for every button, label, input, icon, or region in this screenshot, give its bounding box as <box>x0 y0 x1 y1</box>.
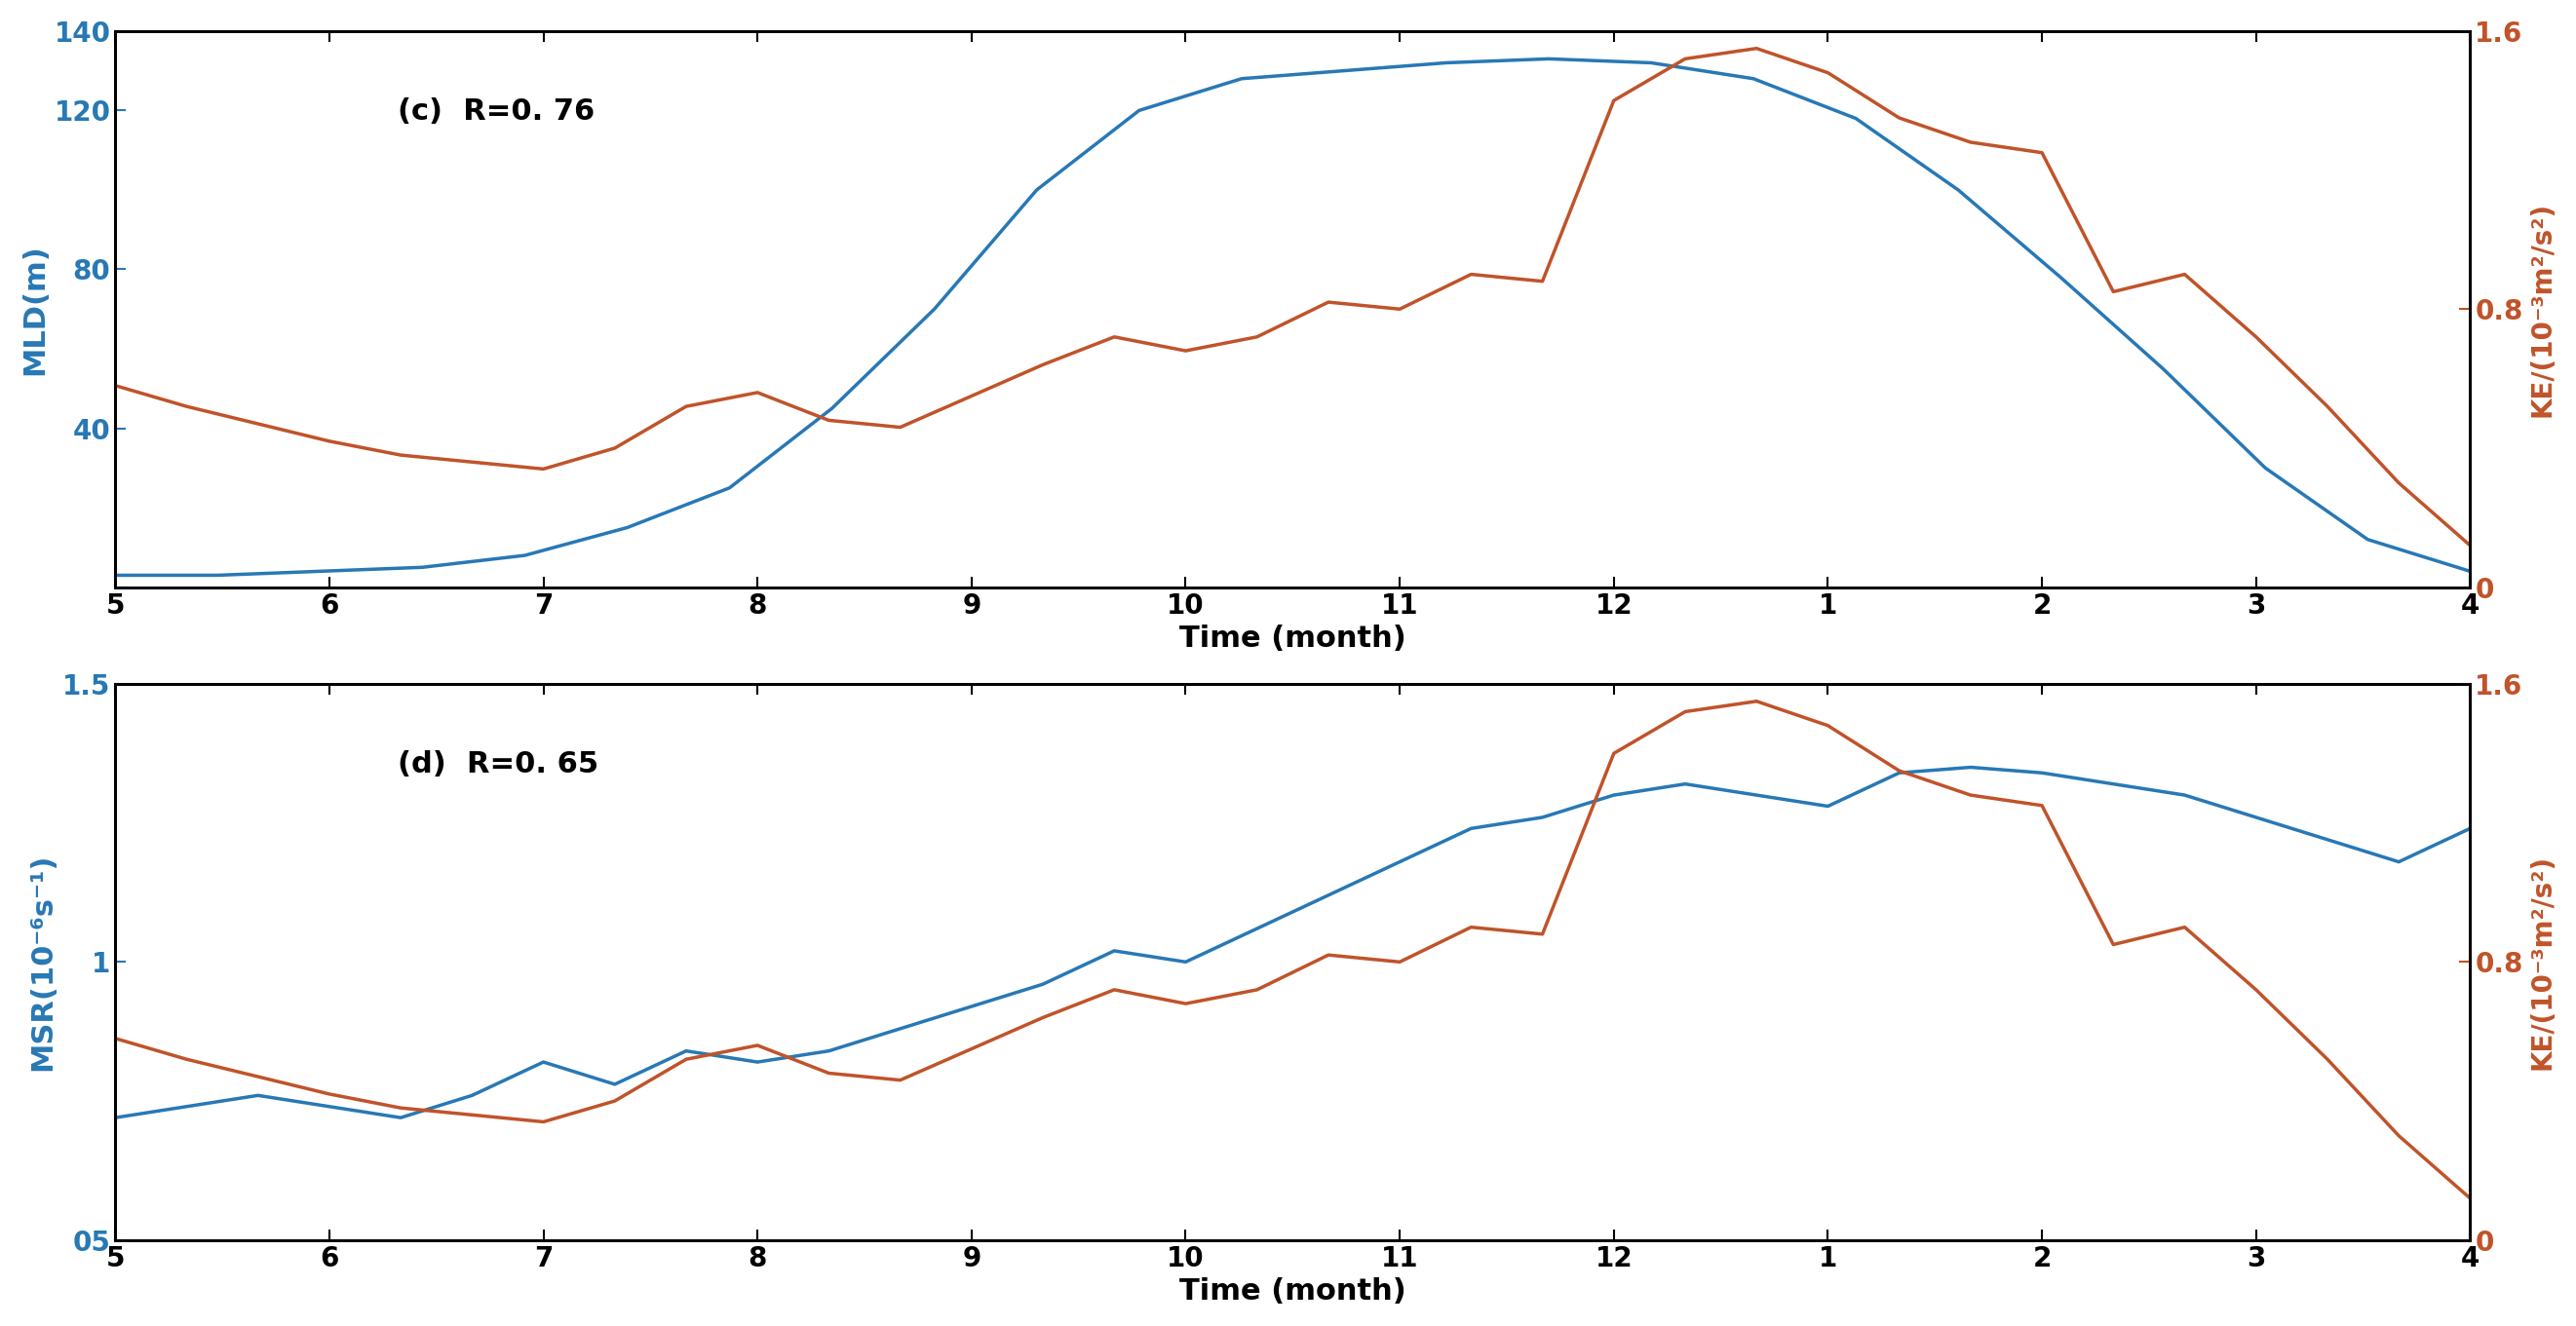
X-axis label: Time (month): Time (month) <box>1180 625 1406 652</box>
Y-axis label: KE/(10⁻³m²/s²): KE/(10⁻³m²/s²) <box>2530 202 2555 416</box>
Y-axis label: MSR(10⁻⁶s⁻¹): MSR(10⁻⁶s⁻¹) <box>28 853 57 1071</box>
Text: (c)  R=0. 76: (c) R=0. 76 <box>397 98 595 126</box>
Text: (d)  R=0. 65: (d) R=0. 65 <box>397 751 598 778</box>
Y-axis label: MLD(m): MLD(m) <box>21 244 49 375</box>
X-axis label: Time (month): Time (month) <box>1180 1277 1406 1306</box>
Y-axis label: KE/(10⁻³m²/s²): KE/(10⁻³m²/s²) <box>2530 854 2555 1070</box>
